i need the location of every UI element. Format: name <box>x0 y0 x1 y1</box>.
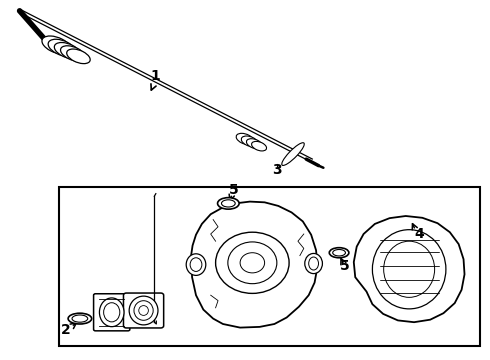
Text: 5: 5 <box>229 184 239 197</box>
Ellipse shape <box>216 232 289 293</box>
Ellipse shape <box>246 139 262 149</box>
Ellipse shape <box>42 36 71 54</box>
Text: 2: 2 <box>61 324 71 337</box>
Ellipse shape <box>218 198 239 209</box>
Ellipse shape <box>72 315 88 322</box>
Ellipse shape <box>241 136 258 147</box>
Ellipse shape <box>54 42 80 59</box>
Ellipse shape <box>305 253 322 274</box>
Ellipse shape <box>129 296 158 325</box>
Ellipse shape <box>67 49 90 64</box>
Ellipse shape <box>221 200 235 207</box>
Bar <box>59 187 480 346</box>
Ellipse shape <box>329 248 349 258</box>
Ellipse shape <box>309 257 318 270</box>
Ellipse shape <box>236 133 254 145</box>
Text: 4: 4 <box>414 228 424 241</box>
Ellipse shape <box>48 39 75 57</box>
FancyBboxPatch shape <box>94 294 130 331</box>
Ellipse shape <box>190 258 202 271</box>
Polygon shape <box>354 216 465 322</box>
Text: 5: 5 <box>340 259 350 273</box>
Ellipse shape <box>104 303 120 322</box>
Ellipse shape <box>61 46 85 61</box>
Ellipse shape <box>228 242 277 284</box>
Ellipse shape <box>68 313 92 324</box>
Ellipse shape <box>99 298 124 327</box>
Text: 1: 1 <box>150 69 160 83</box>
Ellipse shape <box>333 249 345 256</box>
Polygon shape <box>191 202 318 328</box>
Ellipse shape <box>186 254 206 275</box>
Text: 3: 3 <box>272 163 282 177</box>
Ellipse shape <box>282 143 304 166</box>
FancyBboxPatch shape <box>123 293 164 328</box>
Ellipse shape <box>251 141 267 151</box>
Ellipse shape <box>134 301 153 320</box>
Ellipse shape <box>240 253 265 273</box>
Ellipse shape <box>139 306 148 315</box>
